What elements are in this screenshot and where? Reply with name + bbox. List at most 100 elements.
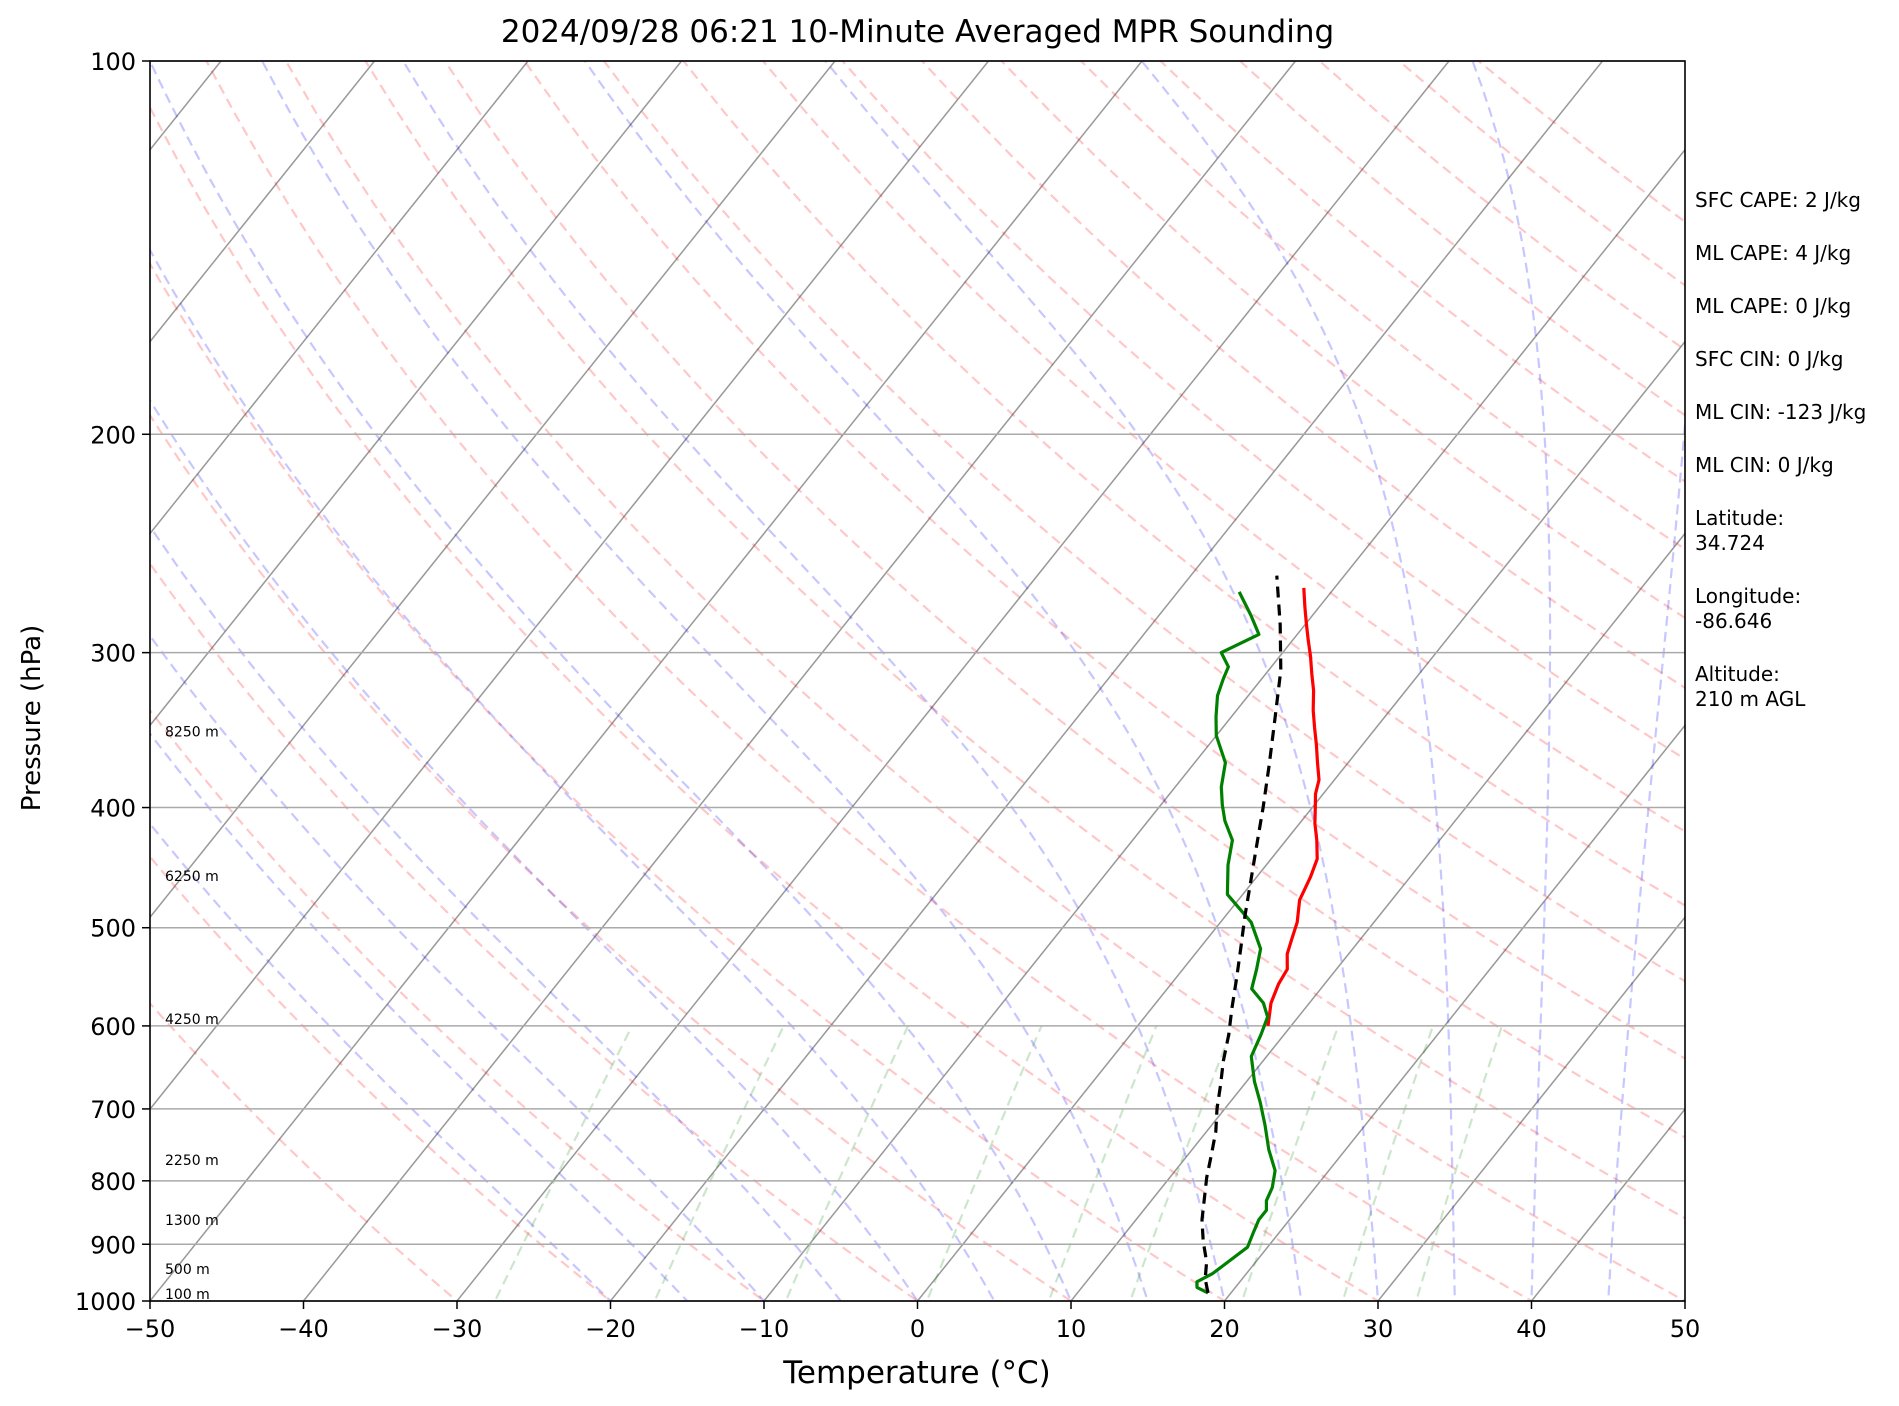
height-label: 8250 m [165, 725, 219, 741]
x-axis-ticks: −50 −40 −30 −20 −10 0 10 20 30 40 50 [125, 1301, 1701, 1343]
isotherm-line [1070, 532, 1685, 1301]
longitude-text: Longitude: -86.646 [1695, 584, 1802, 633]
dry-adiabat-line [603, 61, 1685, 983]
sounding-info-panel: SFC CAPE: 2 J/kg ML CAPE: 4 J/kg ML CAPE… [1695, 188, 1866, 740]
height-label: 1300 m [165, 1213, 219, 1229]
background-lines [150, 61, 1685, 1301]
sounding-traces [1195, 575, 1321, 1295]
moist-adiabat-line [150, 731, 689, 1301]
ml-cape-text-2: ML CAPE: 0 J/kg [1695, 294, 1852, 318]
dry-adiabat-line [150, 561, 920, 1301]
x-tick-label: 20 [1209, 1315, 1240, 1343]
sfc-cin-text: SFC CIN: 0 J/kg [1695, 347, 1844, 371]
ml-cape-text: ML CAPE: 4 J/kg [1695, 241, 1852, 265]
mixing-ratio-line [1415, 1025, 1503, 1301]
isotherm-line [916, 340, 1685, 1301]
mixing-ratio-line [653, 1025, 785, 1301]
x-tick-label: −10 [739, 1315, 790, 1343]
dry-adiabat-line [1000, 61, 1685, 620]
isotherm-line [763, 148, 1685, 1301]
y-tick-label: 700 [90, 1096, 136, 1124]
mixing-ratio-line [925, 1025, 1043, 1301]
dry-adiabat-line [284, 61, 1685, 1301]
dry-adiabat-line [443, 61, 1685, 1139]
isotherm-line [150, 61, 683, 727]
moist-adiabat-line [584, 61, 1303, 1301]
y-tick-label: 400 [90, 795, 136, 823]
y-tick-label: 600 [90, 1013, 136, 1041]
moist-adiabat-line [150, 633, 766, 1301]
y-axis-ticks: 1000 900 800 700 600 500 400 300 200 100 [75, 48, 150, 1316]
dry-adiabat-line [364, 61, 1685, 1220]
y-tick-label: 900 [90, 1231, 136, 1259]
moist-adiabat-line [402, 61, 1226, 1301]
y-tick-label: 300 [90, 640, 136, 668]
moist-adiabat-line [1140, 61, 1456, 1301]
moist-adiabat-line [1607, 412, 1685, 1301]
y-tick-label: 100 [90, 48, 136, 76]
isotherm-line [150, 61, 1143, 1301]
y-tick-label: 500 [90, 915, 136, 943]
dry-adiabat-line [150, 413, 1073, 1301]
x-tick-label: 40 [1516, 1315, 1547, 1343]
mixing-ratio-line [1240, 1025, 1340, 1301]
isotherm-line [1223, 724, 1685, 1301]
x-tick-label: 50 [1670, 1315, 1701, 1343]
dry-adiabat-line [205, 61, 1534, 1301]
isotherm-line [1377, 916, 1685, 1301]
dry-adiabat-line [150, 1001, 459, 1301]
isotherm-line [150, 61, 529, 535]
x-tick-label: 10 [1056, 1315, 1087, 1343]
sfc-cape-text: SFC CAPE: 2 J/kg [1695, 188, 1861, 212]
moist-adiabat-line [150, 247, 996, 1301]
dewpoint-trace [1195, 591, 1277, 1295]
height-labels: 100 m 500 m 1300 m 2250 m 4250 m 6250 m 8250 m [165, 725, 219, 1303]
x-tick-label: −50 [125, 1315, 176, 1343]
isotherm-line [302, 61, 1297, 1301]
mixing-ratio-line [493, 1025, 634, 1301]
ml-cin-text: ML CIN: -123 J/kg [1695, 400, 1867, 424]
isotherm-line [456, 61, 1450, 1301]
parcel-trace [1200, 575, 1283, 1294]
moist-adiabat-line [261, 61, 1149, 1301]
height-label: 2250 m [165, 1153, 219, 1169]
dry-adiabat-line [150, 708, 766, 1301]
y-tick-label: 800 [90, 1168, 136, 1196]
x-axis-label: Temperature (°C) [783, 1355, 1051, 1391]
isotherm-line [609, 61, 1604, 1301]
ml-cin-text-2: ML CIN: 0 J/kg [1695, 453, 1834, 477]
isotherm-line [150, 61, 990, 1111]
height-label: 500 m [165, 1262, 210, 1278]
y-axis-label: Pressure (hPa) [17, 624, 47, 812]
isotherm-line [150, 61, 836, 919]
dry-adiabat-line [523, 61, 1685, 1060]
latitude-text: Latitude: 34.724 [1695, 506, 1785, 555]
dry-adiabat-line [150, 261, 1227, 1301]
moist-adiabat-line [1471, 61, 1552, 1301]
moist-adiabat-line [150, 524, 843, 1301]
x-tick-label: −40 [278, 1315, 329, 1343]
dry-adiabat-line [921, 61, 1685, 690]
x-tick-label: 30 [1363, 1315, 1394, 1343]
altitude-text: Altitude: 210 m AGL [1695, 662, 1806, 711]
moist-adiabat-line [150, 398, 919, 1301]
height-label: 6250 m [165, 869, 219, 885]
mixing-ratio-line [784, 1025, 910, 1301]
y-tick-label: 1000 [75, 1288, 136, 1316]
mixing-ratio-line [1047, 1025, 1158, 1301]
isotherm-line [150, 61, 376, 343]
moist-adiabat-line [824, 61, 1380, 1301]
mixing-ratio-line [1341, 1025, 1434, 1301]
dry-adiabat-line [841, 61, 1685, 761]
dry-adiabat-line [150, 855, 613, 1301]
x-tick-label: −20 [585, 1315, 636, 1343]
chart-title: 2024/09/28 06:21 10-Minute Averaged MPR … [500, 14, 1335, 50]
x-tick-label: 0 [910, 1315, 925, 1343]
height-label: 100 m [165, 1287, 210, 1303]
moist-adiabat-line [150, 61, 1073, 1301]
y-tick-label: 200 [90, 421, 136, 449]
temperature-trace [1266, 587, 1321, 1027]
height-label: 4250 m [165, 1012, 219, 1028]
x-tick-label: −30 [432, 1315, 483, 1343]
